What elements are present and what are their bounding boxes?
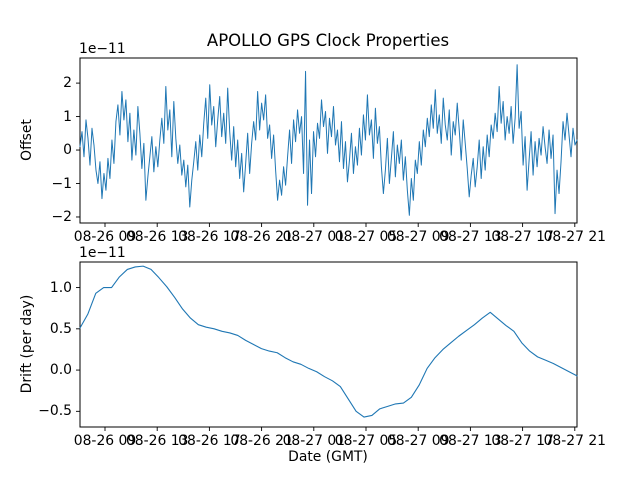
drift-y-tick-label: −0.5 [38, 403, 72, 420]
offset-series-line [79, 64, 578, 216]
drift-x-tick-label: 08-26 13 [125, 433, 189, 449]
drift-x-tick-label: 08-26 17 [178, 433, 241, 449]
drift-x-tick-label: 08-27 17 [491, 433, 554, 449]
drift-y-tick-label: 0.0 [49, 362, 72, 379]
offset-x-tick-label: 08-27 09 [386, 229, 450, 245]
drift-x-tick-label: 08-26 09 [73, 433, 137, 449]
offset-x-tick-label: 08-27 13 [439, 229, 502, 245]
offset-y-tick-label: −2 [51, 208, 72, 225]
x-axis-label: Date (GMT) [288, 449, 368, 465]
offset-x-tick-label: 08-26 09 [73, 229, 137, 245]
drift-y-axis-label: Drift (per day) [19, 294, 35, 394]
offset-x-tick-label: 08-27 17 [491, 229, 554, 245]
drift-x-tick-label: 08-26 21 [230, 433, 293, 449]
drift-x-tick-label: 08-27 05 [334, 433, 398, 449]
offset-x-tick-label: 08-27 01 [282, 229, 346, 245]
drift-x-tick-label: 08-27 09 [386, 433, 450, 449]
drift-x-tick-label: 08-27 13 [439, 433, 502, 449]
offset-x-tick-label: 08-27 21 [543, 229, 607, 245]
drift-y-tick-label: 1.0 [49, 279, 72, 296]
offset-x-tick-label: 08-27 05 [334, 229, 398, 245]
drift-x-tick-label: 08-27 21 [543, 433, 607, 449]
drift-x-tick-label: 08-27 01 [282, 433, 346, 449]
drift-scale-label: 1e−11 [79, 245, 126, 261]
offset-y-tick-label: −1 [51, 175, 72, 192]
drift-series-line [79, 265, 578, 418]
offset-y-tick-label: 0 [63, 142, 72, 159]
offset-x-tick-label: 08-26 21 [230, 229, 293, 245]
offset-x-tick-label: 08-26 13 [125, 229, 189, 245]
drift-axes-frame [79, 261, 578, 428]
offset-x-tick-label: 08-26 17 [178, 229, 241, 245]
offset-y-tick-label: 1 [63, 108, 72, 125]
offset-scale-label: 1e−11 [79, 41, 126, 57]
drift-y-tick-label: 0.5 [49, 320, 72, 337]
offset-y-tick-label: 2 [63, 75, 72, 92]
chart-title: APOLLO GPS Clock Properties [206, 31, 450, 50]
